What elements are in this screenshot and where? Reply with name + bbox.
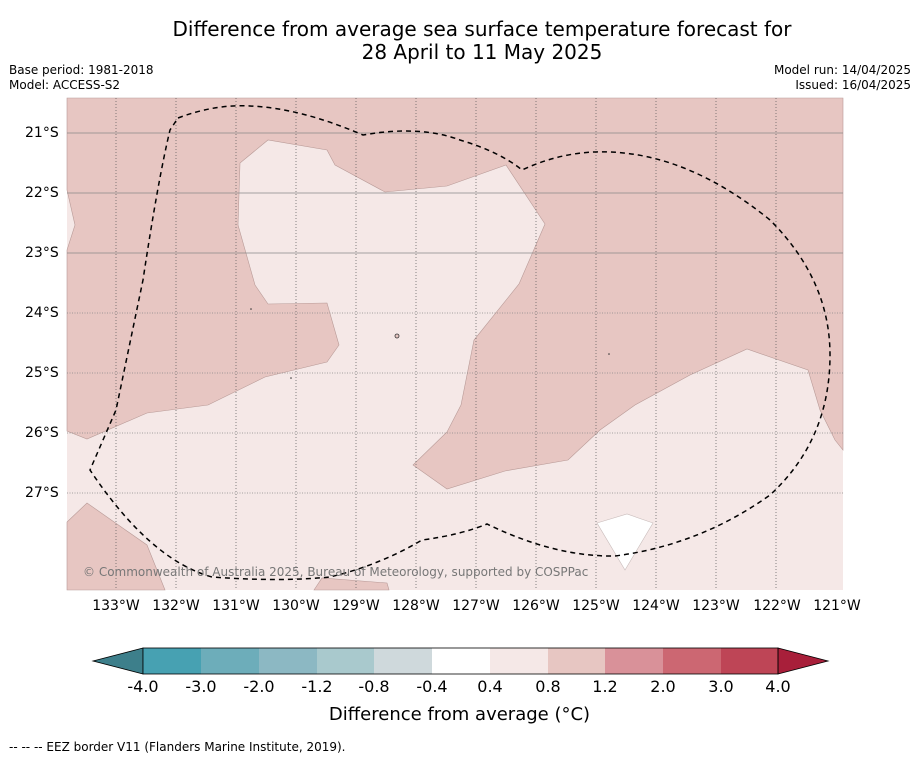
colorbar-segment — [143, 648, 201, 674]
lat-label: 24°S — [25, 305, 59, 321]
island-marker — [250, 308, 252, 310]
sst-anomaly-map — [66, 97, 844, 591]
colorbar-frame — [142, 647, 779, 675]
colorbar-tick-label: -0.8 — [358, 677, 390, 696]
island-marker — [608, 353, 610, 355]
lon-label: 126°W — [512, 598, 560, 614]
lon-label: 133°W — [92, 598, 140, 614]
colorbar-tick-label: -3.0 — [185, 677, 217, 696]
colorbar-title: Difference from average (°C) — [328, 704, 591, 725]
lat-label: 25°S — [25, 365, 59, 381]
model-run: Model run: 14/04/2025 — [773, 63, 911, 77]
colorbar-tick-label: -2.0 — [243, 677, 275, 696]
colorbar-tick-label: -0.4 — [416, 677, 448, 696]
meta-left: Base period: 1981-2018 Model: ACCESS-S2 — [9, 63, 154, 93]
colorbar-tick-label: 0.8 — [535, 677, 561, 696]
base-period: Base period: 1981-2018 — [9, 63, 154, 77]
island-marker — [394, 333, 400, 339]
anomaly-region-warm-southwest — [66, 502, 166, 591]
lon-label: 129°W — [332, 598, 380, 614]
lon-label: 125°W — [572, 598, 620, 614]
meta-right: Model run: 14/04/2025 Issued: 16/04/2025 — [774, 63, 911, 93]
colorbar-segment — [490, 648, 548, 674]
colorbar-segment — [259, 648, 317, 674]
colorbar-segment — [432, 648, 490, 674]
eez-border — [89, 105, 831, 581]
issued-date: Issued: 16/04/2025 — [795, 78, 911, 92]
title-line-1: Difference from average sea surface temp… — [172, 17, 792, 41]
eez-footnote: -- -- -- EEZ border V11 (Flanders Marine… — [9, 740, 346, 754]
colorbar-tick-label: 4.0 — [765, 677, 791, 696]
lon-label: 127°W — [452, 598, 500, 614]
colorbar-tick-label: 3.0 — [708, 677, 734, 696]
longitude-gridlines — [115, 98, 777, 590]
copyright-notice: © Commonwealth of Australia 2025, Bureau… — [83, 565, 589, 579]
colorbar-segment — [721, 648, 778, 674]
lon-label: 130°W — [272, 598, 320, 614]
lon-label: 122°W — [753, 598, 801, 614]
colorbar-segment — [663, 648, 721, 674]
latitude-gridlines — [67, 132, 843, 494]
lon-label: 131°W — [212, 598, 260, 614]
colorbar-segment — [201, 648, 259, 674]
lat-label: 26°S — [25, 425, 59, 441]
lat-label: 27°S — [25, 485, 59, 501]
lat-label: 22°S — [25, 185, 59, 201]
colorbar-segment — [317, 648, 374, 674]
colorbar-tick-label: 2.0 — [650, 677, 676, 696]
colorbar-extend-high — [777, 647, 830, 675]
colorbar-segment — [605, 648, 663, 674]
lon-label: 123°W — [692, 598, 740, 614]
colorbar-segment — [374, 648, 432, 674]
colorbar-tick-label: 0.4 — [477, 677, 503, 696]
colorbar-tick-label: 1.2 — [592, 677, 618, 696]
lat-label: 23°S — [25, 245, 59, 261]
anomaly-region-warm-main — [66, 97, 844, 490]
lon-label: 121°W — [813, 598, 861, 614]
anomaly-region-warm-south — [313, 577, 390, 591]
island-marker — [290, 377, 292, 379]
lon-label: 128°W — [392, 598, 440, 614]
lon-label: 124°W — [632, 598, 680, 614]
colorbar-tick-label: -4.0 — [127, 677, 159, 696]
anomaly-region-neutral — [596, 513, 654, 571]
title-line-2: 28 April to 11 May 2025 — [361, 40, 603, 64]
model-name: Model: ACCESS-S2 — [9, 78, 121, 92]
map-title: Difference from average sea surface temp… — [62, 18, 902, 64]
colorbar-segment — [548, 648, 605, 674]
lat-label: 21°S — [25, 125, 59, 141]
colorbar-tick-label: -1.2 — [301, 677, 333, 696]
colorbar-extend-low — [91, 647, 144, 675]
lon-label: 132°W — [152, 598, 200, 614]
